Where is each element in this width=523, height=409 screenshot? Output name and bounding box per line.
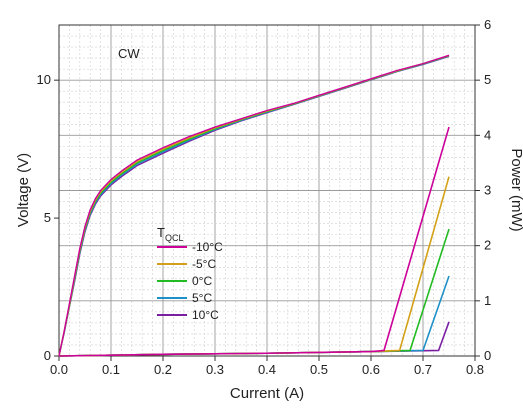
legend-label: 10°C bbox=[192, 308, 219, 322]
y-right-tick-label: 4 bbox=[484, 127, 491, 142]
legend-title-main: T bbox=[157, 225, 165, 240]
x-tick-label: 0.0 bbox=[50, 362, 68, 377]
legend-label: 5°C bbox=[192, 291, 212, 305]
legend-title: TQCL bbox=[157, 225, 183, 243]
power-line-0°C bbox=[58, 228, 450, 357]
y-left-axis-title: Voltage (V) bbox=[15, 153, 32, 227]
y-right-tick-label: 3 bbox=[484, 183, 491, 198]
voltage-curves bbox=[58, 54, 450, 357]
power-line--10°C bbox=[58, 126, 450, 357]
legend-label: -5°C bbox=[192, 257, 216, 271]
x-tick-label: 0.8 bbox=[466, 362, 484, 377]
y-left-tick-label: 5 bbox=[44, 210, 51, 225]
voltage-line-10°C bbox=[58, 55, 450, 357]
legend-label: 0°C bbox=[192, 274, 212, 288]
legend-label: -10°C bbox=[192, 240, 223, 254]
x-tick-label: 0.7 bbox=[414, 362, 432, 377]
x-tick-label: 0.2 bbox=[154, 362, 172, 377]
x-tick-label: 0.5 bbox=[310, 362, 328, 377]
x-tick-label: 0.1 bbox=[102, 362, 120, 377]
annotation-cw: CW bbox=[118, 46, 140, 61]
grid bbox=[58, 24, 476, 357]
y-right-tick-label: 2 bbox=[484, 238, 491, 253]
y-right-axis: 0 1 2 3 4 5 6 bbox=[475, 17, 491, 363]
legend-entries: -10°C -5°C 0°C 5°C 10°C bbox=[157, 240, 223, 322]
voltage-line-5°C bbox=[58, 55, 450, 357]
legend: TQCL -10°C -5°C 0°C 5°C 10°C bbox=[157, 225, 223, 322]
x-tick-label: 0.3 bbox=[206, 362, 224, 377]
x-tick-label: 0.6 bbox=[362, 362, 380, 377]
y-left-tick-label: 10 bbox=[37, 72, 51, 87]
y-right-tick-label: 6 bbox=[484, 17, 491, 32]
x-tick-label: 0.4 bbox=[258, 362, 276, 377]
y-right-tick-label: 1 bbox=[484, 293, 491, 308]
x-axis: 0.0 0.1 0.2 0.3 0.4 0.5 0.6 0.7 0.8 bbox=[50, 356, 484, 377]
y-left-axis: 0 5 10 bbox=[37, 72, 59, 363]
voltage-line--10°C bbox=[58, 54, 450, 357]
power-line-5°C bbox=[58, 275, 450, 357]
voltage-line-0°C bbox=[58, 55, 450, 357]
y-right-axis-title: Power (mW) bbox=[508, 148, 523, 231]
voltage-line--5°C bbox=[58, 54, 450, 357]
y-right-tick-label: 0 bbox=[484, 348, 491, 363]
x-axis-title: Current (A) bbox=[230, 385, 304, 402]
y-right-tick-label: 5 bbox=[484, 72, 491, 87]
y-left-tick-label: 0 bbox=[44, 348, 51, 363]
legend-title-sub: QCL bbox=[165, 233, 184, 243]
power-curves bbox=[58, 126, 450, 357]
